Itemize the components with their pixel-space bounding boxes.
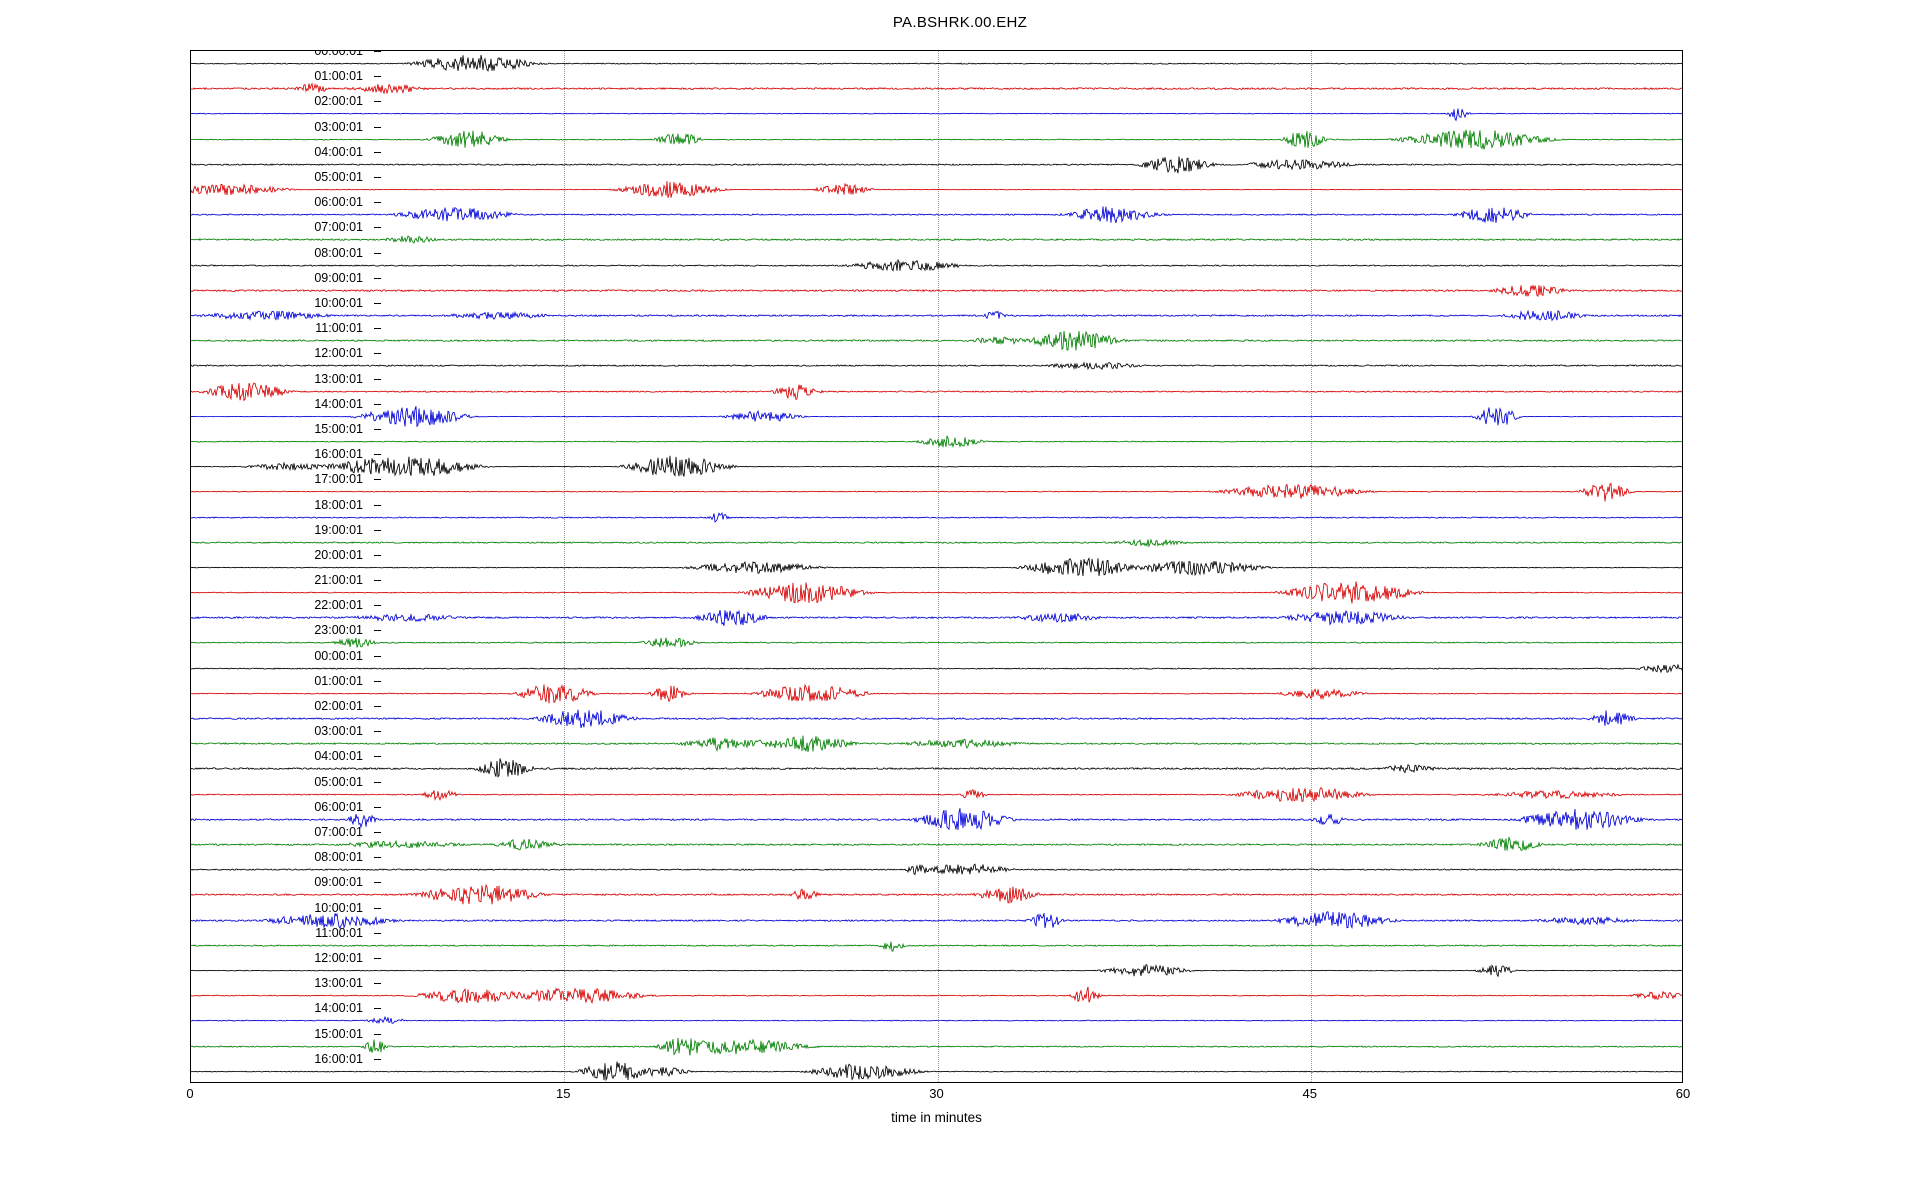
waveform-trace-row (191, 681, 1683, 706)
waveform-trace-row (191, 807, 1683, 832)
waveform-trace-row (191, 505, 1683, 530)
xaxis-tick-label: 30 (929, 1086, 943, 1101)
waveform-trace-row (191, 983, 1683, 1008)
waveform-trace-row (191, 530, 1683, 555)
waveform-trace-row (191, 127, 1683, 152)
waveform-trace-row (191, 227, 1683, 252)
waveform-trace-row (191, 656, 1683, 681)
waveform-trace-row (191, 479, 1683, 504)
waveform-trace-row (191, 1008, 1683, 1033)
waveform-trace-row (191, 101, 1683, 126)
waveform-trace-row (191, 605, 1683, 630)
waveform-trace-row (191, 51, 1683, 76)
waveform-trace-row (191, 933, 1683, 958)
waveform-trace-row (191, 958, 1683, 983)
waveform-trace-row (191, 1059, 1683, 1083)
waveform-trace-row (191, 1034, 1683, 1059)
xaxis-tick-label: 15 (556, 1086, 570, 1101)
waveform-trace-row (191, 782, 1683, 807)
waveform-trace-row (191, 152, 1683, 177)
waveform-trace-row (191, 429, 1683, 454)
waveform-trace-row (191, 328, 1683, 353)
waveform-trace-row (191, 177, 1683, 202)
waveform-trace-row (191, 404, 1683, 429)
waveform-trace-row (191, 202, 1683, 227)
waveform-trace-row (191, 756, 1683, 781)
chart-title: PA.BSHRK.00.EHZ (0, 14, 1920, 31)
waveform-trace-row (191, 882, 1683, 907)
xaxis-tick-label: 0 (186, 1086, 193, 1101)
waveform-trace-row (191, 555, 1683, 580)
waveform-trace-row (191, 630, 1683, 655)
waveform-trace-row (191, 353, 1683, 378)
waveform-trace-row (191, 454, 1683, 479)
waveform-trace-row (191, 379, 1683, 404)
xaxis-title: time in minutes (190, 1110, 1683, 1125)
waveform-trace-row (191, 908, 1683, 933)
waveform-trace-row (191, 253, 1683, 278)
waveform-trace-row (191, 832, 1683, 857)
waveform-trace-row (191, 731, 1683, 756)
waveform-trace-row (191, 278, 1683, 303)
waveform-trace-row (191, 857, 1683, 882)
xaxis-tick-labels: 0 15 30 45 60 (190, 1086, 1683, 1106)
waveform-trace-row (191, 706, 1683, 731)
waveform-trace-row (191, 76, 1683, 101)
plot-area: 00:00:01 01:00:01 02:00:01 03:00:01 04:00:01… (190, 50, 1683, 1083)
xaxis-tick-label: 45 (1303, 1086, 1317, 1101)
seismogram-window: PA.BSHRK.00.EHZ 00:00:01 01:00:01 02:00:01… (0, 0, 1920, 1200)
xaxis-tick-label: 60 (1676, 1086, 1690, 1101)
waveform-trace-row (191, 580, 1683, 605)
waveform-trace-row (191, 303, 1683, 328)
